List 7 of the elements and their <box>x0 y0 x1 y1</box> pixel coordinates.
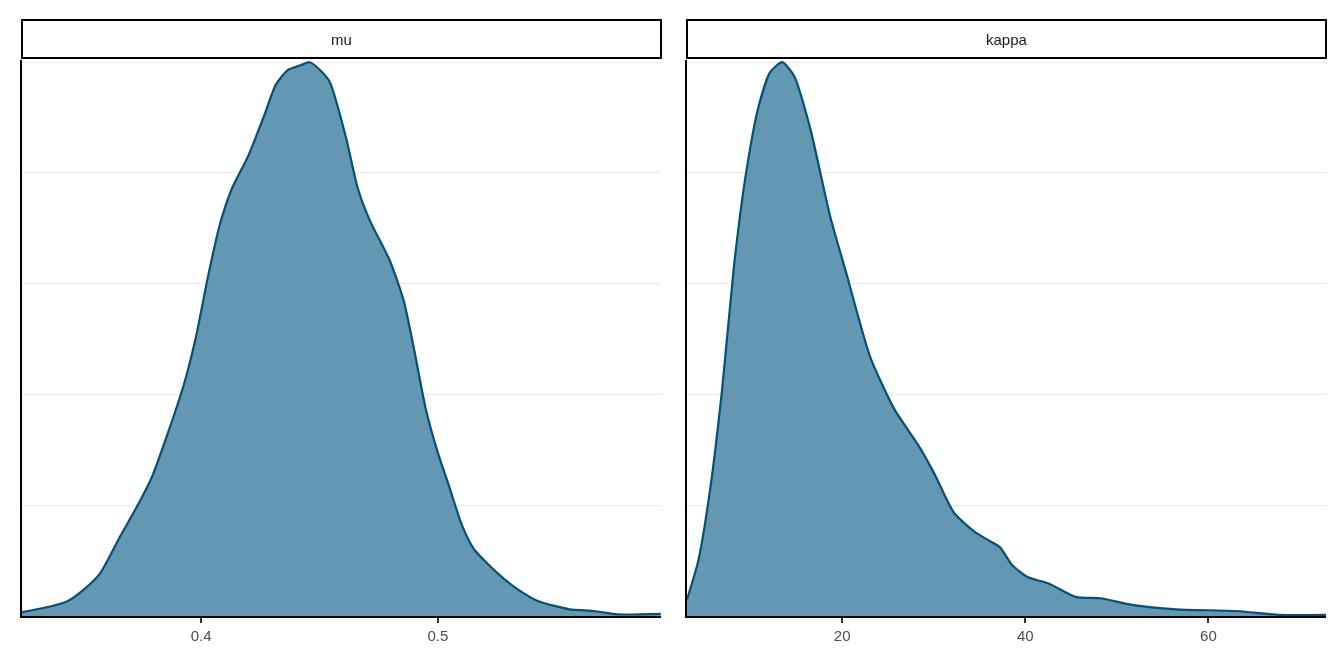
chart-title: kappa <box>986 31 1028 48</box>
x-tick-label: 60 <box>1200 627 1217 644</box>
chart-title: mu <box>331 31 352 48</box>
x-tick-label: 0.4 <box>190 627 212 644</box>
x-tick-label: 20 <box>833 627 851 644</box>
x-tick-label: 40 <box>1016 627 1034 644</box>
x-tick-label: 0.5 <box>427 627 449 644</box>
